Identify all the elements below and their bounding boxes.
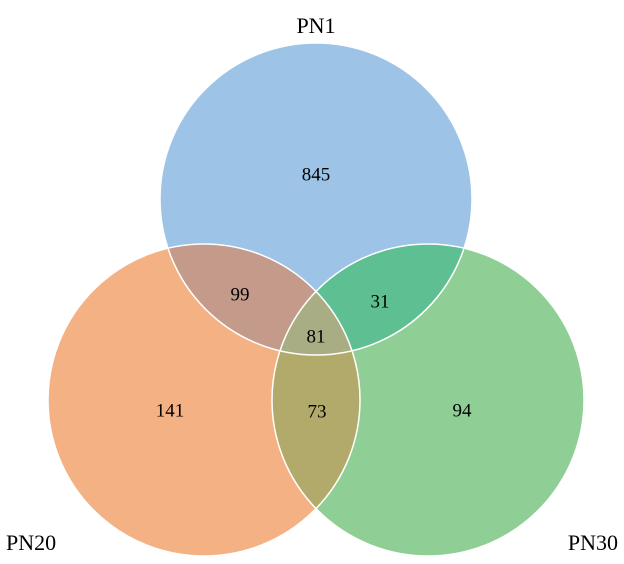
pn1-pn20-count: 99 bbox=[231, 285, 250, 306]
pn1-label: PN1 bbox=[296, 13, 335, 38]
pn1-pn20-overlap bbox=[160, 244, 360, 355]
all-three-count: 81 bbox=[307, 327, 326, 348]
pn1-only-count: 845 bbox=[302, 165, 331, 186]
pn30-only-count: 94 bbox=[453, 401, 473, 422]
pn30-outline bbox=[271, 243, 585, 557]
pn20-label: PN20 bbox=[6, 530, 56, 555]
pn1-pn30-count: 31 bbox=[371, 292, 390, 313]
pn1-outline bbox=[159, 42, 473, 356]
pn1-pn30-overlap bbox=[272, 244, 472, 355]
pn20-only-count: 141 bbox=[156, 401, 185, 422]
pn20-pn30-count: 73 bbox=[308, 402, 327, 423]
pn30-label: PN30 bbox=[568, 530, 618, 555]
pn20-outline bbox=[47, 243, 361, 557]
